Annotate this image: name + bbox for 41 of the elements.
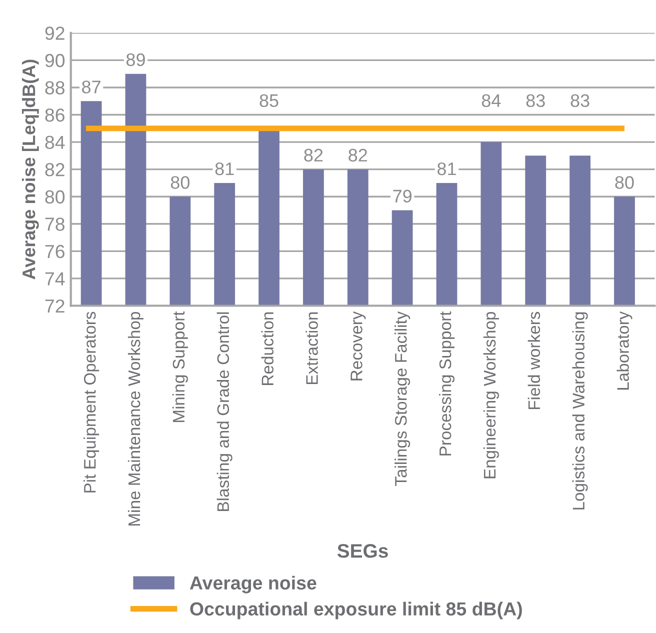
x-tick-label: Pit Equipment Operators: [84, 312, 100, 492]
data-label: 79: [393, 190, 412, 203]
x-axis-title: SEGs: [337, 544, 388, 558]
data-label: 83: [526, 94, 545, 108]
data-label: 81: [215, 162, 234, 176]
x-tick-label: Field workers: [528, 312, 540, 410]
data-label: 82: [304, 148, 323, 162]
data-label: 85: [260, 94, 278, 108]
y-tick-label: 86: [45, 108, 64, 122]
data-label: 82: [348, 148, 368, 162]
y-axis-title: Average noise [Leq]dB(A): [22, 60, 39, 280]
x-tick-label: Logistics and Warehousing: [572, 312, 588, 510]
y-tick-label: 90: [45, 54, 65, 68]
y-tick-label: 74: [45, 272, 65, 286]
y-tick-label: 76: [45, 244, 64, 258]
y-tick-label: 84: [45, 136, 65, 150]
x-tick-label: Reduction: [261, 312, 274, 385]
y-tick-label: 88: [45, 81, 64, 94]
y-tick-label: 82: [45, 163, 64, 176]
x-tick-label: Laboratory: [616, 311, 632, 390]
data-label: 83: [570, 94, 590, 108]
legend-label: Occupational exposure limit 85 dB(A): [190, 602, 522, 620]
x-tick-label: Extraction: [306, 312, 318, 384]
legend-label: Average noise: [190, 576, 316, 594]
data-label: 80: [615, 176, 634, 189]
y-tick-label: 78: [45, 218, 64, 231]
data-label: 81: [437, 162, 456, 176]
x-tick-label: Blasting and Grade Control: [216, 312, 232, 511]
data-label: 80: [170, 176, 190, 189]
data-label: 89: [126, 53, 145, 66]
data-label: 84: [482, 94, 501, 108]
x-tick-label: Mine Maintenance Workshop: [128, 312, 144, 526]
x-tick-label: Recovery: [350, 311, 366, 380]
x-tick-label: Tailings Storage Facility: [394, 311, 410, 486]
x-tick-label: Engineering Workshop: [483, 312, 499, 478]
x-tick-label: Mining Support: [172, 311, 188, 422]
y-tick-label: 72: [45, 299, 64, 313]
x-tick-label: Processing Support: [438, 311, 455, 456]
data-label: 87: [82, 80, 100, 94]
y-tick-label: 80: [45, 190, 65, 204]
y-tick-label: 92: [45, 26, 64, 40]
